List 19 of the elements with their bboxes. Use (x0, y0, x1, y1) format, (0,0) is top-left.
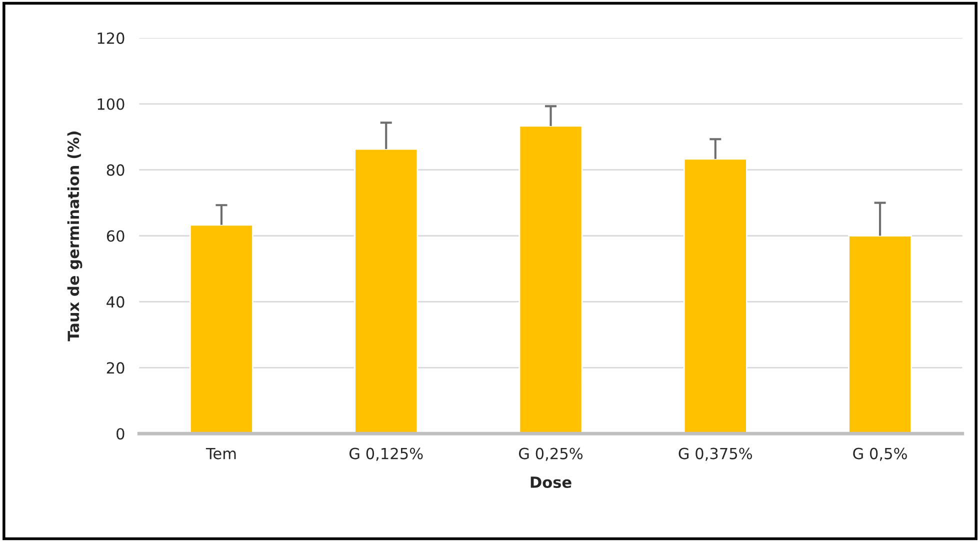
y-tick-label: 120 (98, 32, 124, 44)
y-tick-label: 20 (106, 362, 124, 374)
x-tick-label: G 0,5% (853, 448, 907, 461)
y-tick-label: 0 (116, 428, 124, 440)
bar (518, 125, 583, 434)
y-axis-title: Taux de germination (%) (67, 132, 82, 342)
y-tick-label: 100 (98, 98, 124, 110)
x-tick-label: Tem (206, 448, 236, 460)
bar (848, 235, 912, 434)
bar (683, 158, 748, 434)
bar (354, 148, 418, 434)
x-tick-label: G 0,125% (350, 448, 423, 461)
bar (190, 224, 254, 434)
y-tick-label: 40 (106, 296, 124, 308)
x-tick-label: G 0,375% (678, 448, 752, 461)
y-tick-label: 80 (106, 164, 124, 176)
x-axis-title: Dose (530, 476, 572, 488)
y-tick-label: 60 (106, 230, 124, 242)
x-tick-label: G 0,25% (519, 448, 583, 461)
